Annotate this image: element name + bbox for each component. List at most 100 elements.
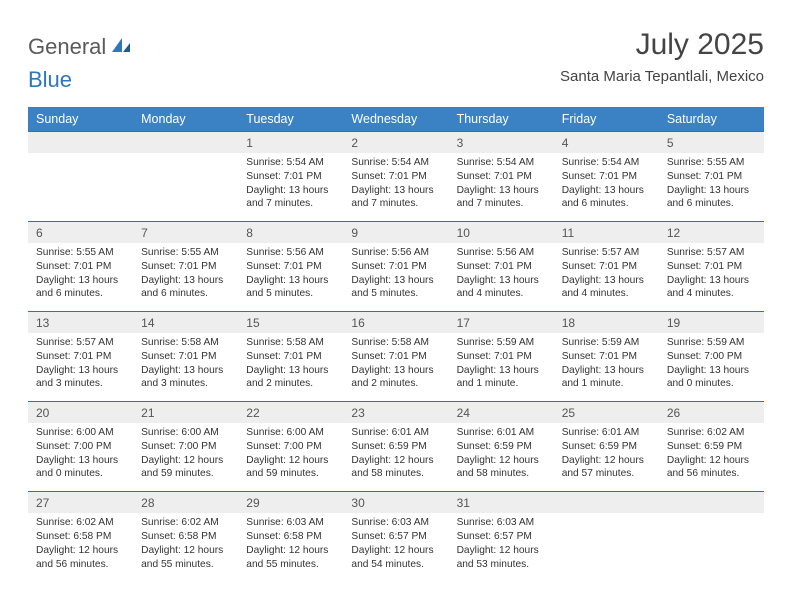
- day-details: Sunrise: 6:01 AMSunset: 6:59 PMDaylight:…: [449, 423, 554, 491]
- calendar-cell: 26Sunrise: 6:02 AMSunset: 6:59 PMDayligh…: [659, 402, 764, 492]
- calendar-cell: 13Sunrise: 5:57 AMSunset: 7:01 PMDayligh…: [28, 312, 133, 402]
- daylight-text: Daylight: 13 hours and 7 minutes.: [351, 184, 440, 212]
- day-details: Sunrise: 5:54 AMSunset: 7:01 PMDaylight:…: [554, 153, 659, 221]
- sunrise-text: Sunrise: 5:59 AM: [457, 336, 546, 350]
- daylight-text: Daylight: 13 hours and 2 minutes.: [246, 364, 335, 392]
- logo: General: [28, 34, 134, 60]
- daylight-text: Daylight: 13 hours and 7 minutes.: [246, 184, 335, 212]
- day-number: 22: [238, 402, 343, 423]
- calendar-cell: ..: [554, 492, 659, 582]
- calendar-cell: 7Sunrise: 5:55 AMSunset: 7:01 PMDaylight…: [133, 222, 238, 312]
- sunset-text: Sunset: 7:00 PM: [246, 440, 335, 454]
- calendar-cell: 22Sunrise: 6:00 AMSunset: 7:00 PMDayligh…: [238, 402, 343, 492]
- sunset-text: Sunset: 7:01 PM: [246, 350, 335, 364]
- logo-sail-icon: [110, 34, 132, 60]
- sunset-text: Sunset: 7:01 PM: [36, 350, 125, 364]
- day-number: 12: [659, 222, 764, 243]
- sunrise-text: Sunrise: 6:00 AM: [141, 426, 230, 440]
- daylight-text: Daylight: 12 hours and 56 minutes.: [667, 454, 756, 482]
- logo-text-general: General: [28, 34, 106, 60]
- day-details: Sunrise: 5:56 AMSunset: 7:01 PMDaylight:…: [449, 243, 554, 311]
- location: Santa Maria Tepantlali, Mexico: [560, 68, 764, 85]
- day-number: 21: [133, 402, 238, 423]
- sunset-text: Sunset: 7:01 PM: [351, 170, 440, 184]
- calendar-cell: 1Sunrise: 5:54 AMSunset: 7:01 PMDaylight…: [238, 132, 343, 222]
- day-number: 5: [659, 132, 764, 153]
- sunset-text: Sunset: 6:59 PM: [562, 440, 651, 454]
- day-number: 18: [554, 312, 659, 333]
- day-number: 27: [28, 492, 133, 513]
- calendar-cell: 27Sunrise: 6:02 AMSunset: 6:58 PMDayligh…: [28, 492, 133, 582]
- day-details: Sunrise: 5:56 AMSunset: 7:01 PMDaylight:…: [343, 243, 448, 311]
- day-number: 9: [343, 222, 448, 243]
- daylight-text: Daylight: 12 hours and 55 minutes.: [246, 544, 335, 572]
- day-details: Sunrise: 5:55 AMSunset: 7:01 PMDaylight:…: [28, 243, 133, 311]
- calendar-cell: 20Sunrise: 6:00 AMSunset: 7:00 PMDayligh…: [28, 402, 133, 492]
- day-details: Sunrise: 5:58 AMSunset: 7:01 PMDaylight:…: [238, 333, 343, 401]
- day-details: Sunrise: 6:00 AMSunset: 7:00 PMDaylight:…: [133, 423, 238, 491]
- sunset-text: Sunset: 7:01 PM: [562, 260, 651, 274]
- sunset-text: Sunset: 7:01 PM: [667, 260, 756, 274]
- daylight-text: Daylight: 12 hours and 58 minutes.: [351, 454, 440, 482]
- daylight-text: Daylight: 13 hours and 6 minutes.: [667, 184, 756, 212]
- daylight-text: Daylight: 13 hours and 2 minutes.: [351, 364, 440, 392]
- sunrise-text: Sunrise: 5:55 AM: [36, 246, 125, 260]
- sunset-text: Sunset: 6:57 PM: [351, 530, 440, 544]
- day-details: Sunrise: 6:02 AMSunset: 6:58 PMDaylight:…: [133, 513, 238, 581]
- daylight-text: Daylight: 13 hours and 4 minutes.: [457, 274, 546, 302]
- sunrise-text: Sunrise: 6:03 AM: [351, 516, 440, 530]
- calendar-cell: 24Sunrise: 6:01 AMSunset: 6:59 PMDayligh…: [449, 402, 554, 492]
- sunrise-text: Sunrise: 5:57 AM: [667, 246, 756, 260]
- day-number: 26: [659, 402, 764, 423]
- calendar-cell: 6Sunrise: 5:55 AMSunset: 7:01 PMDaylight…: [28, 222, 133, 312]
- calendar-cell: ..: [659, 492, 764, 582]
- calendar-cell: 16Sunrise: 5:58 AMSunset: 7:01 PMDayligh…: [343, 312, 448, 402]
- calendar-week-row: 27Sunrise: 6:02 AMSunset: 6:58 PMDayligh…: [28, 492, 764, 582]
- sunset-text: Sunset: 7:00 PM: [667, 350, 756, 364]
- sunrise-text: Sunrise: 6:02 AM: [36, 516, 125, 530]
- day-details: Sunrise: 6:02 AMSunset: 6:58 PMDaylight:…: [28, 513, 133, 581]
- day-details: Sunrise: 6:01 AMSunset: 6:59 PMDaylight:…: [554, 423, 659, 491]
- sunset-text: Sunset: 7:01 PM: [36, 260, 125, 274]
- sunrise-text: Sunrise: 5:57 AM: [36, 336, 125, 350]
- daylight-text: Daylight: 13 hours and 1 minute.: [457, 364, 546, 392]
- daylight-text: Daylight: 13 hours and 0 minutes.: [667, 364, 756, 392]
- sunrise-text: Sunrise: 6:00 AM: [246, 426, 335, 440]
- day-number: 31: [449, 492, 554, 513]
- daylight-text: Daylight: 13 hours and 5 minutes.: [351, 274, 440, 302]
- day-details: Sunrise: 5:58 AMSunset: 7:01 PMDaylight:…: [343, 333, 448, 401]
- day-details: Sunrise: 5:54 AMSunset: 7:01 PMDaylight:…: [238, 153, 343, 221]
- day-number: 2: [343, 132, 448, 153]
- daylight-text: Daylight: 13 hours and 4 minutes.: [667, 274, 756, 302]
- sunrise-text: Sunrise: 5:54 AM: [457, 156, 546, 170]
- day-header: Thursday: [449, 107, 554, 132]
- sunset-text: Sunset: 7:00 PM: [36, 440, 125, 454]
- daylight-text: Daylight: 13 hours and 1 minute.: [562, 364, 651, 392]
- calendar-cell: 5Sunrise: 5:55 AMSunset: 7:01 PMDaylight…: [659, 132, 764, 222]
- sunrise-text: Sunrise: 6:01 AM: [562, 426, 651, 440]
- sunrise-text: Sunrise: 5:54 AM: [562, 156, 651, 170]
- sunset-text: Sunset: 7:01 PM: [562, 170, 651, 184]
- daylight-text: Daylight: 12 hours and 55 minutes.: [141, 544, 230, 572]
- month-title: July 2025: [560, 28, 764, 62]
- day-details: Sunrise: 5:55 AMSunset: 7:01 PMDaylight:…: [133, 243, 238, 311]
- daylight-text: Daylight: 13 hours and 5 minutes.: [246, 274, 335, 302]
- calendar-cell: 2Sunrise: 5:54 AMSunset: 7:01 PMDaylight…: [343, 132, 448, 222]
- calendar-cell: 28Sunrise: 6:02 AMSunset: 6:58 PMDayligh…: [133, 492, 238, 582]
- calendar-cell: 30Sunrise: 6:03 AMSunset: 6:57 PMDayligh…: [343, 492, 448, 582]
- sunrise-text: Sunrise: 5:58 AM: [246, 336, 335, 350]
- sunrise-text: Sunrise: 6:02 AM: [667, 426, 756, 440]
- daylight-text: Daylight: 12 hours and 58 minutes.: [457, 454, 546, 482]
- sunrise-text: Sunrise: 5:59 AM: [667, 336, 756, 350]
- day-details: Sunrise: 5:57 AMSunset: 7:01 PMDaylight:…: [659, 243, 764, 311]
- calendar-cell: 29Sunrise: 6:03 AMSunset: 6:58 PMDayligh…: [238, 492, 343, 582]
- day-details: Sunrise: 5:59 AMSunset: 7:00 PMDaylight:…: [659, 333, 764, 401]
- sunrise-text: Sunrise: 6:00 AM: [36, 426, 125, 440]
- sunrise-text: Sunrise: 5:57 AM: [562, 246, 651, 260]
- sunset-text: Sunset: 7:01 PM: [246, 170, 335, 184]
- day-details: Sunrise: 6:02 AMSunset: 6:59 PMDaylight:…: [659, 423, 764, 491]
- sunrise-text: Sunrise: 5:55 AM: [667, 156, 756, 170]
- calendar-cell: 17Sunrise: 5:59 AMSunset: 7:01 PMDayligh…: [449, 312, 554, 402]
- calendar-cell: ..: [133, 132, 238, 222]
- day-details: Sunrise: 5:59 AMSunset: 7:01 PMDaylight:…: [449, 333, 554, 401]
